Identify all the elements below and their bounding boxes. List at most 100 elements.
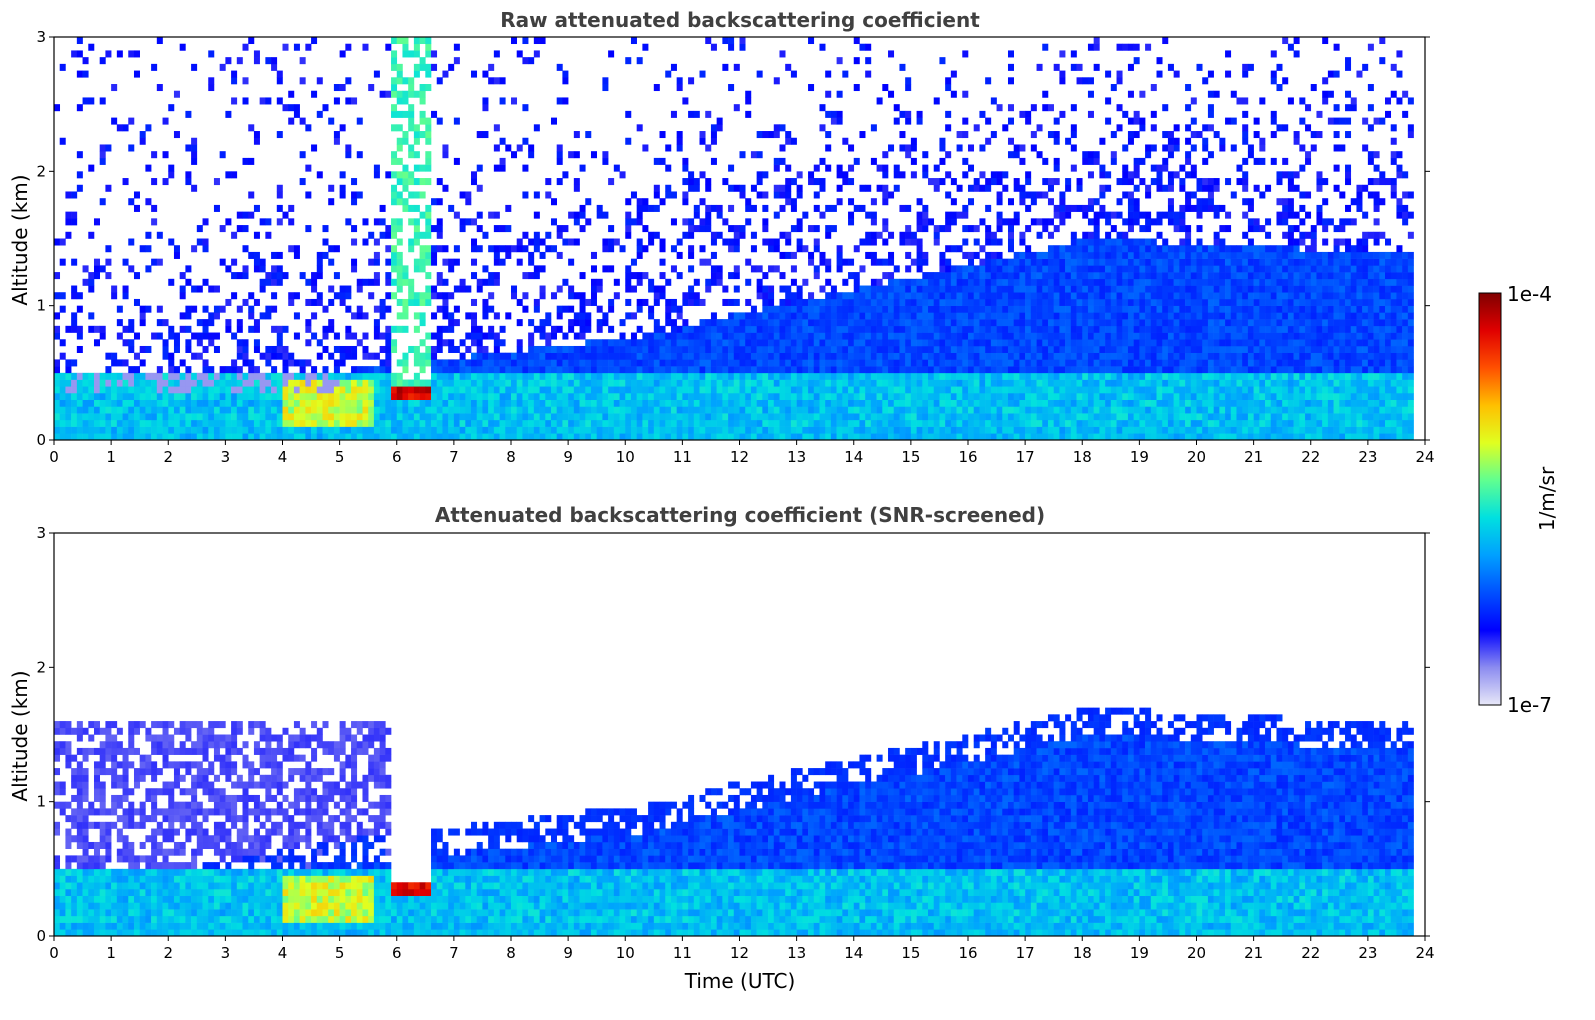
heatmap-cell [471, 218, 478, 226]
heatmap-cell [1070, 332, 1077, 340]
heatmap-cell [705, 285, 712, 293]
heatmap-cell [288, 372, 295, 380]
heatmap-cell [602, 399, 609, 407]
heatmap-cell [585, 406, 592, 414]
heatmap-cell [979, 292, 986, 300]
heatmap-cell [836, 413, 843, 421]
heatmap-cell [471, 379, 478, 387]
heatmap-cell [739, 372, 746, 380]
heatmap-cell [985, 137, 992, 145]
heatmap-cell [1007, 218, 1014, 226]
heatmap-cell [773, 399, 780, 407]
heatmap-cell [830, 359, 837, 367]
heatmap-cell [985, 285, 992, 293]
heatmap-cell [779, 312, 786, 320]
heatmap-cell [996, 379, 1003, 387]
heatmap-cell [899, 305, 906, 313]
heatmap-cell [402, 265, 409, 273]
heatmap-cell [465, 218, 472, 226]
heatmap-cell [745, 345, 752, 353]
heatmap-cell [231, 399, 238, 407]
heatmap-cell [962, 312, 969, 320]
heatmap-cell [1025, 191, 1032, 199]
heatmap-cell [659, 157, 666, 165]
heatmap-cell [122, 339, 129, 347]
heatmap-cell [1093, 433, 1100, 441]
heatmap-cell [1030, 319, 1037, 327]
heatmap-cell [476, 406, 483, 414]
heatmap-cell [933, 231, 940, 239]
heatmap-cell [905, 144, 912, 152]
heatmap-cell [425, 37, 432, 45]
heatmap-cell [242, 157, 249, 165]
heatmap-cell [968, 325, 975, 333]
heatmap-cell [1002, 359, 1009, 367]
heatmap-cell [419, 392, 426, 400]
heatmap-cell [819, 426, 826, 434]
heatmap-cell [779, 359, 786, 367]
heatmap-cell [853, 433, 860, 441]
heatmap-cell [625, 392, 632, 400]
heatmap-cell [1076, 265, 1083, 273]
heatmap-cell [710, 43, 717, 51]
heatmap-cell [602, 151, 609, 159]
heatmap-cell [1036, 298, 1043, 306]
heatmap-cell [351, 406, 358, 414]
heatmap-cell [533, 231, 540, 239]
heatmap-cell [436, 379, 443, 387]
heatmap-cell [1059, 399, 1066, 407]
heatmap-cell [596, 211, 603, 219]
heatmap-cell [670, 379, 677, 387]
heatmap-cell [471, 258, 478, 266]
heatmap-cell [625, 339, 632, 347]
heatmap-cell [859, 399, 866, 407]
heatmap-cell [979, 305, 986, 313]
heatmap-cell [362, 278, 369, 286]
heatmap-cell [819, 406, 826, 414]
heatmap-cell [682, 413, 689, 421]
heatmap-cell [391, 157, 398, 165]
heatmap-cell [179, 392, 186, 400]
heatmap-cell [825, 352, 832, 360]
heatmap-cell [1065, 372, 1072, 380]
heatmap-cell [351, 392, 358, 400]
heatmap-cell [699, 406, 706, 414]
heatmap-cell [773, 392, 780, 400]
heatmap-cell [402, 50, 409, 58]
heatmap-cell [168, 164, 175, 172]
heatmap-cell [796, 332, 803, 340]
heatmap-cell [453, 157, 460, 165]
heatmap-cell [242, 433, 249, 441]
heatmap-cell [253, 392, 260, 400]
heatmap-cell [796, 225, 803, 233]
heatmap-cell [1076, 339, 1083, 347]
heatmap-cell [590, 298, 597, 306]
heatmap-cell [488, 419, 495, 427]
heatmap-cell [471, 312, 478, 320]
heatmap-cell [253, 57, 260, 65]
heatmap-cell [910, 325, 917, 333]
heatmap-cell [659, 426, 666, 434]
heatmap-cell [1025, 399, 1032, 407]
heatmap-cell [785, 251, 792, 259]
heatmap-cell [733, 319, 740, 327]
heatmap-cell [1122, 298, 1129, 306]
heatmap-cell [773, 211, 780, 219]
heatmap-cell [619, 386, 626, 394]
heatmap-cell [231, 332, 238, 340]
heatmap-cell [830, 325, 837, 333]
heatmap-cell [276, 332, 283, 340]
heatmap-cell [630, 419, 637, 427]
heatmap-cell [990, 392, 997, 400]
heatmap-cell [493, 345, 500, 353]
heatmap-cell [550, 325, 557, 333]
heatmap-cell [208, 372, 215, 380]
heatmap-cell [1019, 184, 1026, 192]
heatmap-cell [293, 372, 300, 380]
heatmap-cell [985, 372, 992, 380]
heatmap-cell [905, 325, 912, 333]
heatmap-cell [550, 218, 557, 226]
heatmap-cell [733, 265, 740, 273]
heatmap-cell [499, 97, 506, 105]
heatmap-cell [396, 372, 403, 380]
